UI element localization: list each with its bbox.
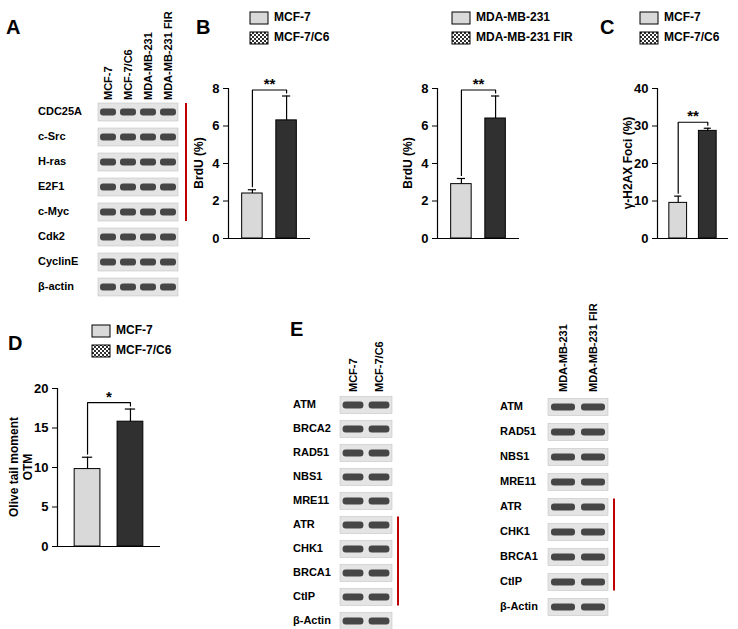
svg-text:20: 20 xyxy=(34,381,48,396)
svg-text:4: 4 xyxy=(212,156,220,171)
svg-text:γ-H2AX Foci (%): γ-H2AX Foci (%) xyxy=(621,117,635,210)
svg-text:CtIP: CtIP xyxy=(500,575,522,587)
svg-text:0: 0 xyxy=(421,231,428,246)
svg-text:MDA-MB-231 FIR: MDA-MB-231 FIR xyxy=(476,30,573,44)
svg-text:OTM: OTM xyxy=(21,454,35,481)
svg-text:MRE11: MRE11 xyxy=(500,475,536,487)
svg-text:MDA-MB-231: MDA-MB-231 xyxy=(142,32,154,100)
svg-text:MDA-MB-231: MDA-MB-231 xyxy=(476,10,550,24)
svg-text:ATR: ATR xyxy=(500,500,522,512)
svg-text:E2F1: E2F1 xyxy=(38,180,64,192)
svg-text:40: 40 xyxy=(634,81,648,96)
svg-text:CyclinE: CyclinE xyxy=(38,255,78,267)
svg-text:β-actin: β-actin xyxy=(38,280,74,292)
svg-text:0: 0 xyxy=(641,231,648,246)
svg-text:ATM: ATM xyxy=(293,398,316,410)
svg-text:c-Myc: c-Myc xyxy=(38,205,69,217)
svg-text:MDA-MB-231: MDA-MB-231 xyxy=(557,324,569,392)
svg-text:MCF-7/C6: MCF-7/C6 xyxy=(122,49,134,100)
svg-text:8: 8 xyxy=(421,81,428,96)
svg-text:BrdU (%): BrdU (%) xyxy=(192,137,206,188)
svg-text:c-Src: c-Src xyxy=(38,130,66,142)
svg-text:CDC25A: CDC25A xyxy=(38,105,82,117)
svg-text:RAD51: RAD51 xyxy=(293,446,329,458)
svg-text:MDA-MB-231 FIR: MDA-MB-231 FIR xyxy=(162,11,174,100)
svg-text:8: 8 xyxy=(212,81,219,96)
svg-text:MCF-7: MCF-7 xyxy=(664,10,701,24)
svg-text:10: 10 xyxy=(634,193,648,208)
svg-text:0: 0 xyxy=(212,231,219,246)
svg-text:MCF-7/C6: MCF-7/C6 xyxy=(116,343,172,357)
svg-text:RAD51: RAD51 xyxy=(500,425,536,437)
svg-text:15: 15 xyxy=(34,420,48,435)
svg-text:ATR: ATR xyxy=(293,518,315,530)
svg-text:Olive tail moment: Olive tail moment xyxy=(7,417,21,517)
svg-text:MCF-7/C6: MCF-7/C6 xyxy=(274,30,330,44)
svg-text:*: * xyxy=(106,388,112,405)
svg-text:MCF-7: MCF-7 xyxy=(347,358,359,392)
svg-text:0: 0 xyxy=(41,539,48,554)
svg-text:2: 2 xyxy=(421,193,428,208)
svg-text:Cdk2: Cdk2 xyxy=(38,230,65,242)
svg-text:5: 5 xyxy=(41,499,48,514)
svg-text:CHK1: CHK1 xyxy=(293,542,323,554)
svg-text:**: ** xyxy=(264,75,276,92)
svg-text:CHK1: CHK1 xyxy=(500,525,530,537)
svg-text:MDA-MB-231 FIR: MDA-MB-231 FIR xyxy=(587,303,599,392)
svg-text:D: D xyxy=(8,332,22,354)
svg-text:β-Actin: β-Actin xyxy=(500,600,538,612)
svg-text:CtIP: CtIP xyxy=(293,590,315,602)
svg-text:2: 2 xyxy=(212,193,219,208)
svg-text:C: C xyxy=(600,16,614,38)
svg-text:E: E xyxy=(290,318,303,340)
svg-text:A: A xyxy=(6,16,20,38)
svg-text:H-ras: H-ras xyxy=(38,155,66,167)
svg-text:NBS1: NBS1 xyxy=(293,470,322,482)
svg-text:BRCA1: BRCA1 xyxy=(500,550,538,562)
svg-text:β-Actin: β-Actin xyxy=(293,614,331,626)
svg-text:6: 6 xyxy=(421,118,428,133)
svg-text:**: ** xyxy=(473,75,485,92)
svg-text:NBS1: NBS1 xyxy=(500,450,529,462)
svg-text:MRE11: MRE11 xyxy=(293,494,329,506)
svg-text:MCF-7/C6: MCF-7/C6 xyxy=(373,341,385,392)
svg-text:6: 6 xyxy=(212,118,219,133)
svg-text:BRCA2: BRCA2 xyxy=(293,422,331,434)
svg-text:MCF-7/C6: MCF-7/C6 xyxy=(664,30,720,44)
svg-text:B: B xyxy=(196,16,210,38)
svg-text:10: 10 xyxy=(34,460,48,475)
svg-text:30: 30 xyxy=(634,118,648,133)
svg-text:MCF-7: MCF-7 xyxy=(274,10,311,24)
svg-text:BRCA1: BRCA1 xyxy=(293,566,331,578)
svg-text:**: ** xyxy=(687,107,699,124)
svg-text:20: 20 xyxy=(634,156,648,171)
svg-text:ATM: ATM xyxy=(500,400,523,412)
svg-text:MCF-7: MCF-7 xyxy=(116,323,153,337)
svg-text:BrdU (%): BrdU (%) xyxy=(401,137,415,188)
svg-text:MCF-7: MCF-7 xyxy=(102,66,114,100)
svg-text:4: 4 xyxy=(421,156,429,171)
